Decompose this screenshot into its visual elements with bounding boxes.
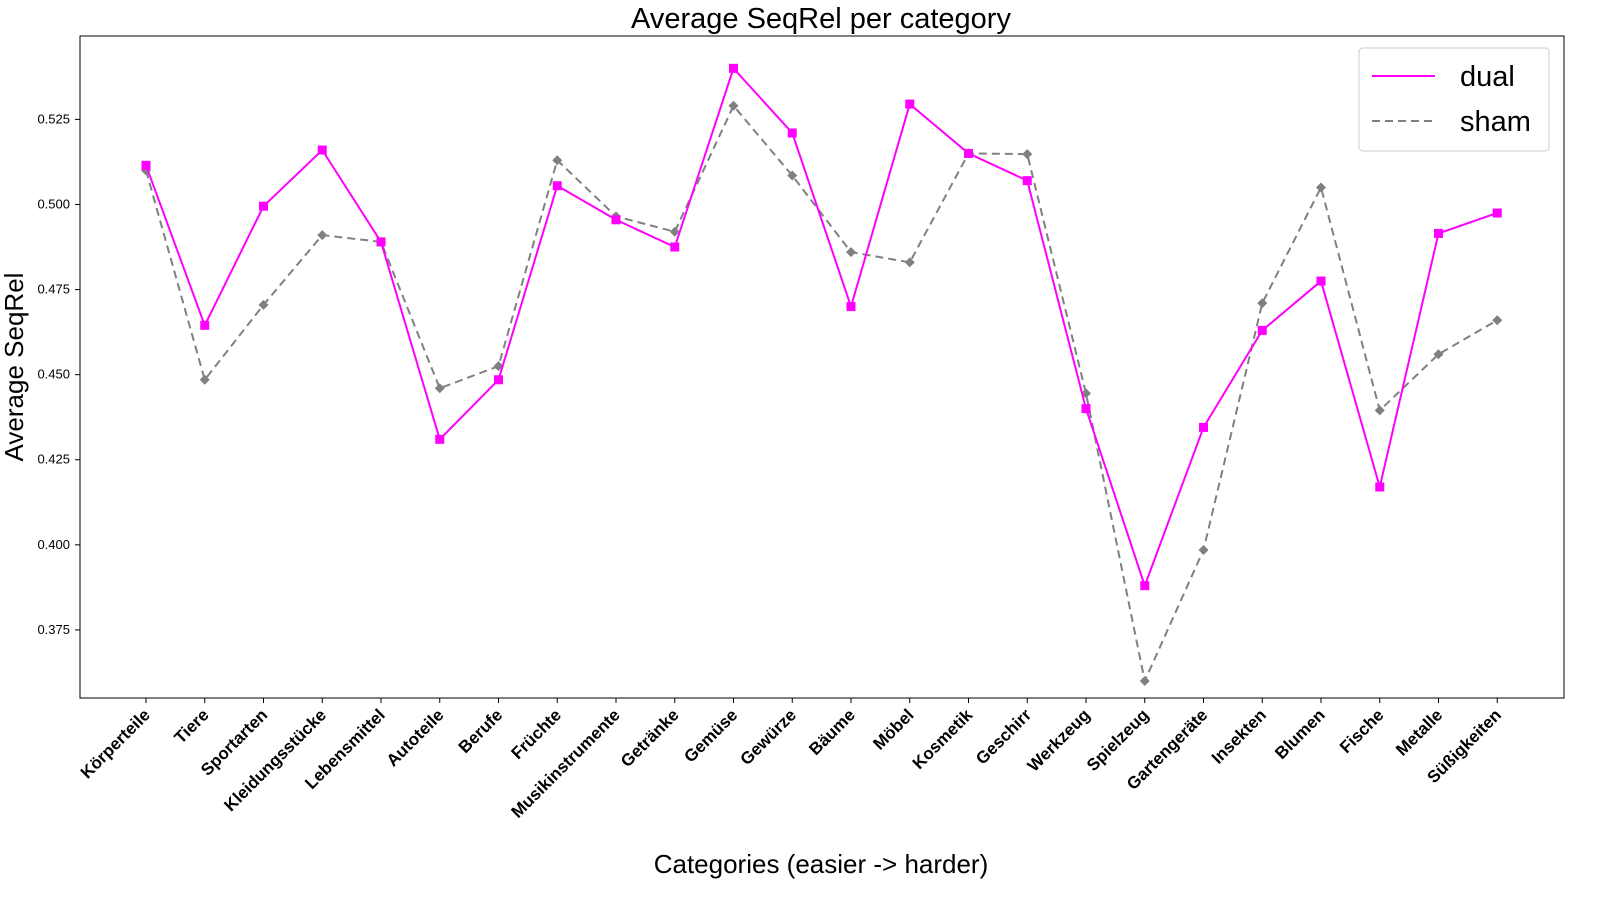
data-point-dual [787,128,797,138]
x-tick-label: Insekten [1208,705,1270,767]
data-point-dual [141,160,151,170]
chart-title: Average SeqRel per category [631,3,1011,35]
data-point-dual [317,145,327,155]
data-point-sham [1022,149,1033,160]
y-tick-label: 0.375 [37,622,70,637]
data-point-sham [1433,349,1444,360]
data-point-dual [846,302,856,312]
data-point-dual [905,99,915,109]
x-tick-label: Musikinstrumente [508,705,624,821]
data-point-sham [846,247,856,258]
data-point-dual [1316,276,1326,286]
data-point-dual [1492,208,1502,218]
data-point-sham [1374,405,1385,416]
data-point-sham [1492,315,1503,326]
data-point-dual [1375,482,1385,492]
x-tick-label: Bäume [805,705,859,759]
data-point-dual [1257,325,1267,335]
data-point-sham [199,374,210,385]
data-point-dual [964,148,973,158]
series-line-dual [145,66,1498,589]
x-tick-label: Getränke [617,705,683,771]
data-point-dual [1434,228,1443,238]
x-tick-label: Tiere [171,705,213,747]
data-point-sham [317,230,328,241]
data-point-sham [787,170,798,181]
data-point-sham [728,100,739,111]
series-layer [141,63,1503,686]
data-point-dual [1140,581,1150,591]
legend-label-dual: dual [1460,61,1515,93]
data-point-sham [1257,298,1268,309]
x-tick-label: Berufe [455,705,507,757]
data-point-dual [552,181,562,191]
data-point-dual [200,320,210,330]
x-axis: Körperteile TiereSportartenKleidungsstück… [77,698,1505,822]
data-point-dual [611,215,621,225]
x-tick-label: Gemüse [680,705,741,766]
x-tick-label: Früchte [508,705,566,763]
data-point-dual [259,201,268,211]
data-point-sham [552,155,563,166]
x-tick-label: Gewürze [737,705,801,769]
data-point-dual [1081,404,1091,414]
legend: dual sham [1358,47,1550,152]
x-tick-label: Blumen [1271,705,1329,763]
data-point-sham [1198,544,1209,555]
x-tick-label: Körperteile [77,705,154,782]
x-tick-label: Kleidungsstücke [220,705,330,815]
x-tick-label: Fische [1336,705,1388,757]
x-tick-label: Werkzeug [1024,705,1094,775]
y-tick-label: 0.475 [37,282,70,297]
series-line-sham [145,103,1498,685]
legend-box [1358,47,1550,152]
data-point-sham [669,226,680,237]
data-point-dual [376,237,386,247]
data-point-dual [494,375,503,385]
data-point-dual [1199,422,1208,432]
data-point-dual [435,434,445,444]
y-tick-label: 0.525 [37,111,70,126]
plot-area [79,35,1565,699]
data-point-dual [670,242,680,252]
y-axis: 0.375 0.400 0.425 0.450 0.475 0.500 0.525 [37,111,80,637]
data-point-sham [904,257,915,268]
data-point-sham [434,383,445,394]
y-tick-label: 0.500 [37,196,70,211]
x-tick-label: Kosmetik [909,705,977,773]
x-tick-label: Metalle [1392,705,1446,759]
y-tick-label: 0.425 [37,452,70,467]
data-point-sham [1316,182,1326,193]
y-axis-label: Average SeqRel [0,273,29,462]
y-tick-label: 0.450 [37,367,70,382]
data-point-sham [258,299,269,310]
data-point-dual [1022,176,1032,186]
y-tick-label: 0.400 [37,537,70,552]
legend-label-sham: sham [1460,106,1531,138]
x-tick-label: Möbel [869,705,917,753]
x-tick-label: Autoteile [383,705,448,770]
data-point-dual [729,63,738,73]
x-axis-label: Categories (easier -> harder) [654,849,989,879]
data-point-sham [1139,675,1150,686]
